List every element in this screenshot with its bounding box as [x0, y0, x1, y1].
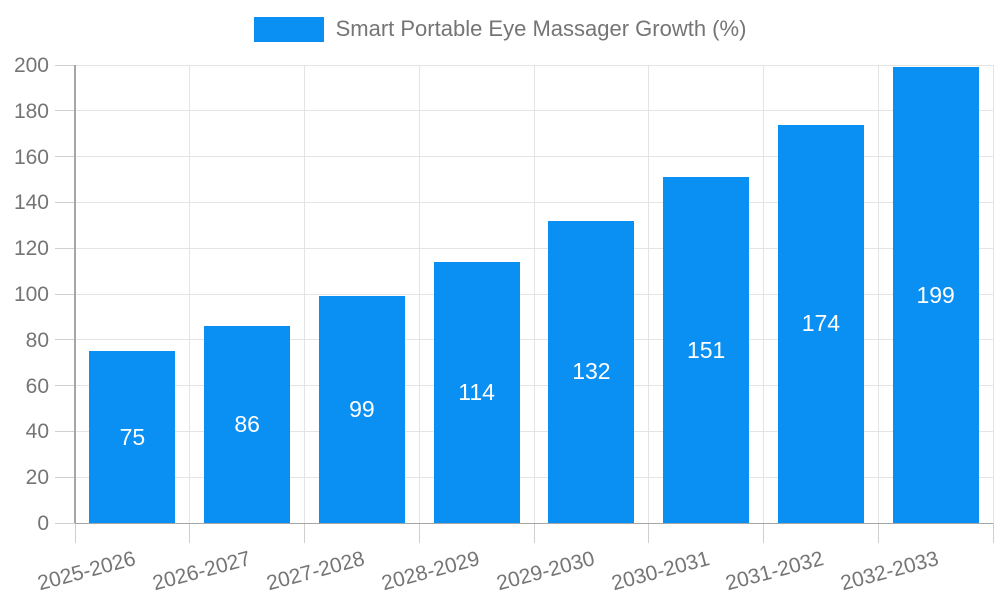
y-tick [55, 201, 75, 203]
bar-value-label: 99 [349, 396, 375, 423]
bar-value-label: 199 [916, 281, 955, 308]
bar-value-label: 151 [686, 336, 726, 363]
x-tick-label: 2031-2032 [723, 547, 827, 596]
y-tick-label: 120 [13, 237, 49, 261]
legend-label: Smart Portable Eye Massager Growth (%) [335, 16, 747, 41]
bar-value-label: 86 [234, 411, 260, 438]
y-tick [55, 476, 75, 478]
x-tick [74, 523, 76, 543]
y-tick [55, 64, 75, 66]
y-tick-label: 100 [13, 283, 49, 306]
x-tick-label: 2027-2028 [264, 547, 368, 596]
gridline-v [533, 65, 535, 523]
y-tick-label: 0 [37, 512, 49, 535]
legend[interactable]: Smart Portable Eye Massager Growth (%) [0, 16, 1000, 42]
x-tick-label: 2028-2029 [379, 547, 483, 596]
x-tick-label: 2030-2031 [608, 547, 712, 596]
bar[interactable]: 75 [89, 351, 176, 523]
y-tick-label: 80 [25, 328, 49, 352]
y-tick-label: 160 [13, 145, 49, 169]
x-tick-label: 2025-2026 [35, 547, 139, 596]
y-tick [55, 385, 75, 387]
y-tick-label: 200 [13, 54, 49, 77]
y-tick [55, 247, 75, 249]
y-tick-label: 60 [25, 374, 49, 398]
y-tick [55, 293, 75, 295]
y-tick [55, 110, 75, 112]
bar-value-label: 75 [119, 423, 146, 450]
gridline-v [648, 65, 650, 523]
y-tick [55, 430, 75, 432]
gridline-v [763, 65, 764, 523]
x-tick [533, 523, 535, 543]
x-tick [418, 523, 420, 543]
gridline-v [877, 65, 879, 523]
y-tick [55, 339, 75, 341]
bar-value-label: 132 [572, 358, 611, 385]
x-tick [877, 523, 879, 543]
x-axis-line [75, 522, 993, 524]
x-tick [992, 523, 994, 543]
bar-value-label: 174 [801, 310, 841, 337]
y-tick-label: 180 [13, 99, 49, 123]
gridline-v [304, 65, 305, 523]
y-tick-label: 40 [25, 420, 49, 444]
x-tick [189, 523, 191, 543]
gridline-v [992, 65, 994, 523]
y-tick-label: 140 [13, 191, 49, 215]
y-tick [55, 156, 75, 158]
bar[interactable]: 132 [548, 220, 635, 523]
bar[interactable]: 174 [777, 124, 864, 523]
x-tick [648, 523, 650, 543]
gridline-v [418, 65, 420, 523]
bar[interactable]: 199 [892, 67, 979, 523]
y-axis-line [74, 65, 76, 523]
legend-swatch-icon [253, 16, 324, 42]
x-tick-label: 2029-2030 [494, 547, 598, 596]
x-tick [304, 523, 305, 543]
gridline-v [189, 65, 191, 523]
y-tick [55, 522, 75, 524]
bar-value-label: 114 [458, 378, 495, 405]
y-tick-label: 20 [25, 466, 49, 490]
bar[interactable]: 99 [318, 296, 405, 523]
bar[interactable]: 114 [433, 261, 520, 523]
x-tick-label: 2032-2033 [838, 547, 942, 596]
bar[interactable]: 151 [663, 177, 750, 523]
x-tick [763, 523, 764, 543]
bar[interactable]: 86 [204, 326, 291, 523]
x-tick-label: 2026-2027 [149, 547, 253, 596]
